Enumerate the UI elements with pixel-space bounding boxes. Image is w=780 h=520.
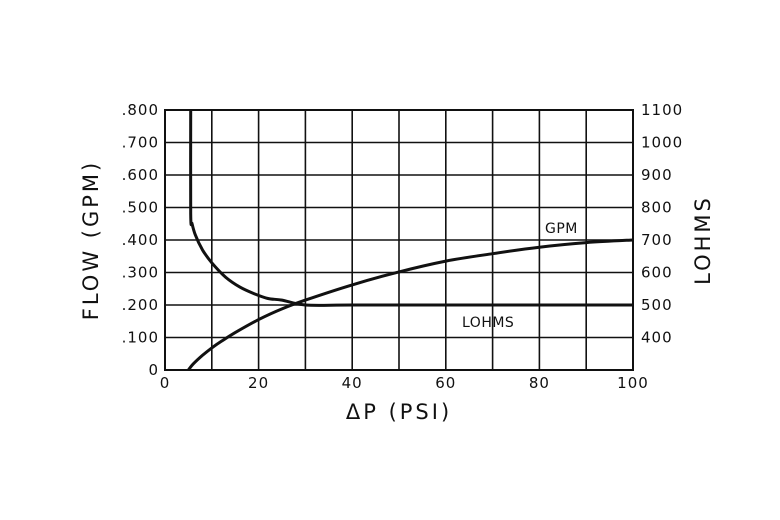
- y-left-tick-label: .400: [122, 231, 159, 249]
- y-right-tick-label: 1100: [641, 101, 683, 119]
- y-left-tick-label: .100: [122, 329, 159, 347]
- y-left-tick-label: .600: [122, 166, 159, 184]
- x-tick-label: 40: [342, 374, 363, 392]
- tick-labels: 0 20 40 60 80 1000.100.200.300.400.500.600.70…: [122, 101, 683, 392]
- y-right-tick-label: 400: [641, 329, 673, 347]
- y-left-tick-label: .800: [122, 101, 159, 119]
- series-line-lohms: [189, 109, 633, 307]
- x-axis-title: ΔP (PSI): [346, 400, 452, 424]
- y-right-tick-label: 800: [641, 199, 673, 217]
- right-axis-title: LOHMS: [691, 195, 715, 285]
- x-tick-label: 60: [435, 374, 456, 392]
- y-right-tick-label: 500: [641, 296, 673, 314]
- x-tick-label: 100: [617, 374, 649, 392]
- x-tick-label: 20: [248, 374, 269, 392]
- y-left-tick-label: 0: [148, 361, 159, 379]
- series-line-gpm: [187, 238, 634, 371]
- y-right-tick-label: 900: [641, 166, 673, 184]
- y-right-tick-label: 700: [641, 231, 673, 249]
- y-right-tick-label: 600: [641, 264, 673, 282]
- series-lines: [187, 109, 634, 371]
- y-right-tick-label: 1000: [641, 134, 683, 152]
- y-left-tick-label: .200: [122, 296, 159, 314]
- series-label-lohms: LOHMS: [462, 315, 514, 331]
- y-left-tick-label: .500: [122, 199, 159, 217]
- left-axis-title: FLOW (GPM): [79, 160, 103, 320]
- x-tick-label: 80: [529, 374, 550, 392]
- y-left-tick-label: .300: [122, 264, 159, 282]
- x-tick-label: 0: [160, 374, 171, 392]
- series-label-gpm: GPM: [545, 221, 578, 237]
- y-left-tick-label: .700: [122, 134, 159, 152]
